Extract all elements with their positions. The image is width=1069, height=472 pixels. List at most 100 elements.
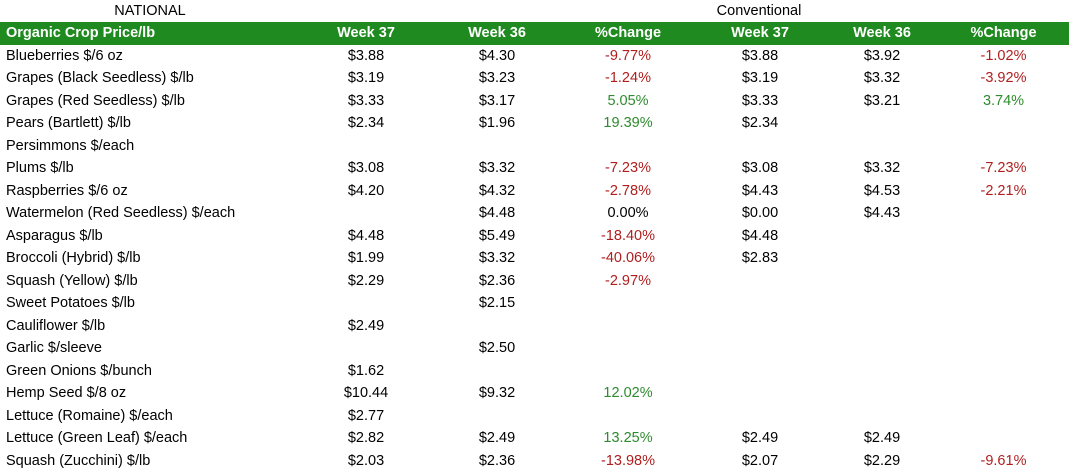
org-w36-cell: $4.32 — [432, 180, 562, 203]
crop-cell: Garlic $/sleeve — [0, 337, 300, 360]
crop-cell: Sweet Potatoes $/lb — [0, 292, 300, 315]
org-w37-cell — [300, 202, 432, 225]
crop-cell: Squash (Yellow) $/lb — [0, 270, 300, 293]
crop-cell: Lettuce (Romaine) $/each — [0, 405, 300, 428]
org-w36-cell: $2.50 — [432, 337, 562, 360]
con-w36-cell — [826, 270, 938, 293]
org-w37-cell: $2.29 — [300, 270, 432, 293]
org-w36-cell: $3.17 — [432, 90, 562, 113]
con-chg-cell — [938, 315, 1069, 338]
crop-cell: Asparagus $/lb — [0, 225, 300, 248]
org-chg-cell: 5.05% — [562, 90, 694, 113]
table-row: Squash (Yellow) $/lb$2.29$2.36-2.97% — [0, 270, 1069, 293]
org-w37-cell: $3.08 — [300, 157, 432, 180]
con-w37-cell: $3.88 — [694, 45, 826, 68]
org-chg-cell: 19.39% — [562, 112, 694, 135]
org-w37-cell: $3.33 — [300, 90, 432, 113]
con-chg-cell — [938, 270, 1069, 293]
org-chg-cell: -13.98% — [562, 450, 694, 472]
con-w37-cell: $4.43 — [694, 180, 826, 203]
org-w36-cell — [432, 360, 562, 383]
org-w36-cell — [432, 315, 562, 338]
table-row: Raspberries $/6 oz$4.20$4.32-2.78%$4.43$… — [0, 180, 1069, 203]
header-conventional-change: %Change — [938, 22, 1069, 45]
table-row: Lettuce (Romaine) $/each$2.77 — [0, 405, 1069, 428]
con-w36-cell: $3.32 — [826, 67, 938, 90]
table-row: Blueberries $/6 oz$3.88$4.30-9.77%$3.88$… — [0, 45, 1069, 68]
org-chg-cell: -2.97% — [562, 270, 694, 293]
con-chg-cell — [938, 360, 1069, 383]
org-w37-cell — [300, 135, 432, 158]
con-w36-cell — [826, 337, 938, 360]
con-w37-cell: $3.33 — [694, 90, 826, 113]
con-w36-cell — [826, 225, 938, 248]
org-chg-cell — [562, 337, 694, 360]
org-chg-cell: -40.06% — [562, 247, 694, 270]
org-w37-cell: $1.62 — [300, 360, 432, 383]
org-chg-cell — [562, 315, 694, 338]
header-crop: Organic Crop Price/lb — [0, 22, 300, 45]
table-row: Sweet Potatoes $/lb $2.15 — [0, 292, 1069, 315]
org-w36-cell: $2.49 — [432, 427, 562, 450]
con-chg-cell — [938, 225, 1069, 248]
con-chg-cell: -1.02% — [938, 45, 1069, 68]
con-w37-cell — [694, 382, 826, 405]
org-w37-cell: $2.82 — [300, 427, 432, 450]
crop-cell: Lettuce (Green Leaf) $/each — [0, 427, 300, 450]
org-w37-cell — [300, 292, 432, 315]
table-row: Garlic $/sleeve $2.50 — [0, 337, 1069, 360]
con-w37-cell — [694, 360, 826, 383]
con-w36-cell — [826, 292, 938, 315]
org-w37-cell: $1.99 — [300, 247, 432, 270]
header-row: Organic Crop Price/lb Week 37 Week 36 %C… — [0, 22, 1069, 45]
con-w37-cell: $3.19 — [694, 67, 826, 90]
crop-cell: Squash (Zucchini) $/lb — [0, 450, 300, 472]
org-chg-cell: 12.02% — [562, 382, 694, 405]
org-w36-cell: $5.49 — [432, 225, 562, 248]
con-w36-cell — [826, 247, 938, 270]
org-w36-cell: $3.23 — [432, 67, 562, 90]
org-w37-cell: $4.48 — [300, 225, 432, 248]
con-chg-cell — [938, 247, 1069, 270]
org-w37-cell: $4.20 — [300, 180, 432, 203]
org-w36-cell: $2.15 — [432, 292, 562, 315]
org-w36-cell: $2.36 — [432, 270, 562, 293]
con-chg-cell: -2.21% — [938, 180, 1069, 203]
con-w37-cell — [694, 292, 826, 315]
org-w37-cell: $2.03 — [300, 450, 432, 472]
crop-cell: Plums $/lb — [0, 157, 300, 180]
org-chg-cell — [562, 292, 694, 315]
con-w37-cell: $2.83 — [694, 247, 826, 270]
header-organic-change: %Change — [562, 22, 694, 45]
con-chg-cell — [938, 405, 1069, 428]
crop-cell: Hemp Seed $/8 oz — [0, 382, 300, 405]
table-row: Persimmons $/each — [0, 135, 1069, 158]
con-chg-cell: -9.61% — [938, 450, 1069, 472]
org-chg-cell: -18.40% — [562, 225, 694, 248]
org-w37-cell: $2.34 — [300, 112, 432, 135]
con-chg-cell — [938, 135, 1069, 158]
con-w36-cell — [826, 112, 938, 135]
org-w37-cell: $3.19 — [300, 67, 432, 90]
con-w37-cell: $3.08 — [694, 157, 826, 180]
con-w36-cell: $2.29 — [826, 450, 938, 472]
con-chg-cell: 3.74% — [938, 90, 1069, 113]
con-w37-cell: $4.48 — [694, 225, 826, 248]
con-w36-cell — [826, 135, 938, 158]
crop-cell: Watermelon (Red Seedless) $/each — [0, 202, 300, 225]
con-chg-cell — [938, 337, 1069, 360]
org-w36-cell: $3.32 — [432, 157, 562, 180]
org-chg-cell: 0.00% — [562, 202, 694, 225]
org-w37-cell: $10.44 — [300, 382, 432, 405]
con-chg-cell: -3.92% — [938, 67, 1069, 90]
org-w36-cell: $2.36 — [432, 450, 562, 472]
con-w37-cell — [694, 405, 826, 428]
national-label: NATIONAL — [0, 0, 300, 23]
table-row: Green Onions $/bunch$1.62 — [0, 360, 1069, 383]
org-chg-cell: -7.23% — [562, 157, 694, 180]
con-w37-cell — [694, 337, 826, 360]
table-row: Grapes (Black Seedless) $/lb$3.19$3.23-1… — [0, 67, 1069, 90]
org-w36-cell — [432, 135, 562, 158]
